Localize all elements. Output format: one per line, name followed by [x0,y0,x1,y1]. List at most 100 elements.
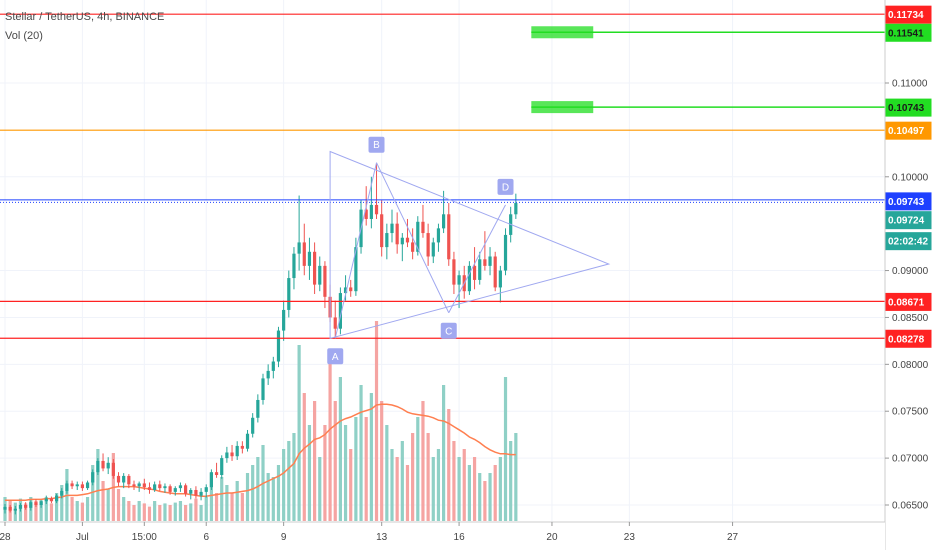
candle-countdown-tag-background [885,232,932,251]
candle-body [85,482,90,489]
volume-bar [184,505,188,521]
volume-bar [374,321,379,521]
candle-body [338,293,342,329]
candle [385,223,389,260]
candle-body [225,452,229,459]
abcd-leg-line[interactable] [334,162,378,339]
volume-bar [328,361,332,521]
volume-bar [457,457,461,521]
candle-body [349,287,353,292]
candle-body [230,452,234,457]
time-axis[interactable]: 28 Jul 15:00 6 9 13 16 20 23 27 [0,522,739,543]
volume-bar [343,425,348,521]
volume-bar [142,503,146,521]
candle-body [369,204,373,219]
time-axis-tick-label: 28 [0,532,11,543]
candle [431,237,435,264]
time-axis-tick-label: 13 [376,532,388,543]
candle [276,326,281,368]
candle [209,469,213,490]
volume-bar [116,489,121,521]
candle-body [91,472,95,483]
volume-bar [158,505,162,521]
price-axis-tick-label: 0.08000 [892,360,929,371]
target-zone[interactable] [531,26,594,39]
pattern-point-marker[interactable] [497,178,514,195]
pattern-point-b[interactable]: B [368,136,385,153]
price-axis-tick-label: 0.07500 [892,407,929,418]
candle-body [287,278,291,310]
volume-bar [472,457,477,521]
volume-bar [225,485,229,521]
pattern-point-marker[interactable] [368,136,385,153]
current-price-tag-background [885,211,932,230]
price-axis-tick-label: 0.06500 [892,501,929,512]
current-price-tag-text: 0.09724 [888,216,925,227]
candle [467,261,471,295]
candle [8,505,12,513]
candle-body [307,251,312,266]
price-tag-red: 0.08278 [885,329,932,348]
abcd-leg-line[interactable] [448,204,506,313]
candle-body [256,399,260,418]
time-axis-tick-label: 15:00 [132,532,157,543]
pattern-point-d[interactable]: D [497,178,514,195]
pattern-point-label: C [445,326,452,337]
price-axis[interactable]: 0.11000 0.10000 0.09000 0.08500 0.08000 0.075… [885,79,929,512]
candle [297,195,301,271]
candle-body [421,221,425,234]
pattern-point-marker[interactable] [327,348,344,365]
candle [498,265,502,303]
candle [158,480,162,491]
candle [411,228,415,260]
candle [173,486,177,496]
candle [153,481,157,492]
candle-body [209,472,213,488]
candle-body [39,501,43,505]
candle-body [374,204,379,215]
volume-bar [44,497,48,521]
triangle-pattern[interactable] [329,150,611,339]
volume-bar [266,473,270,521]
candle [70,480,74,490]
volume-bar [194,498,198,521]
current-price-tag: 0.09724 [885,211,932,230]
target-zone[interactable] [531,101,594,114]
candle-body [261,378,265,400]
candle-body [127,475,131,485]
pattern-point-c[interactable]: C [440,322,457,339]
candle [106,457,110,475]
candle [18,503,23,512]
pattern-point-marker[interactable] [440,322,457,339]
volume-bar [204,497,208,521]
candle [137,481,141,492]
candle-body [49,498,54,502]
candle [194,486,198,499]
candle-body [271,361,275,371]
volume-bar [483,481,487,521]
volume-bar [323,425,327,521]
volume-bar [168,505,172,521]
volume-bar [292,433,296,521]
candle-body [380,214,384,248]
pattern-point-a[interactable]: A [327,348,344,365]
volume-bar [147,506,152,521]
abcd-pattern[interactable]: A B C D [327,136,611,365]
candle [75,481,79,490]
volume-bar [349,449,353,521]
candle [85,480,90,490]
candle [349,279,353,297]
candle [204,484,208,498]
candle [225,446,229,463]
candle [240,441,244,454]
volume-bar [442,385,446,521]
candle-body [488,256,492,266]
volume-bar [467,465,471,521]
candle [292,247,296,290]
volume-bar [488,473,492,521]
abcd-leg-line[interactable] [376,162,450,313]
candle-body [122,475,126,483]
candle-body [60,490,64,496]
volume-bar [214,493,219,521]
